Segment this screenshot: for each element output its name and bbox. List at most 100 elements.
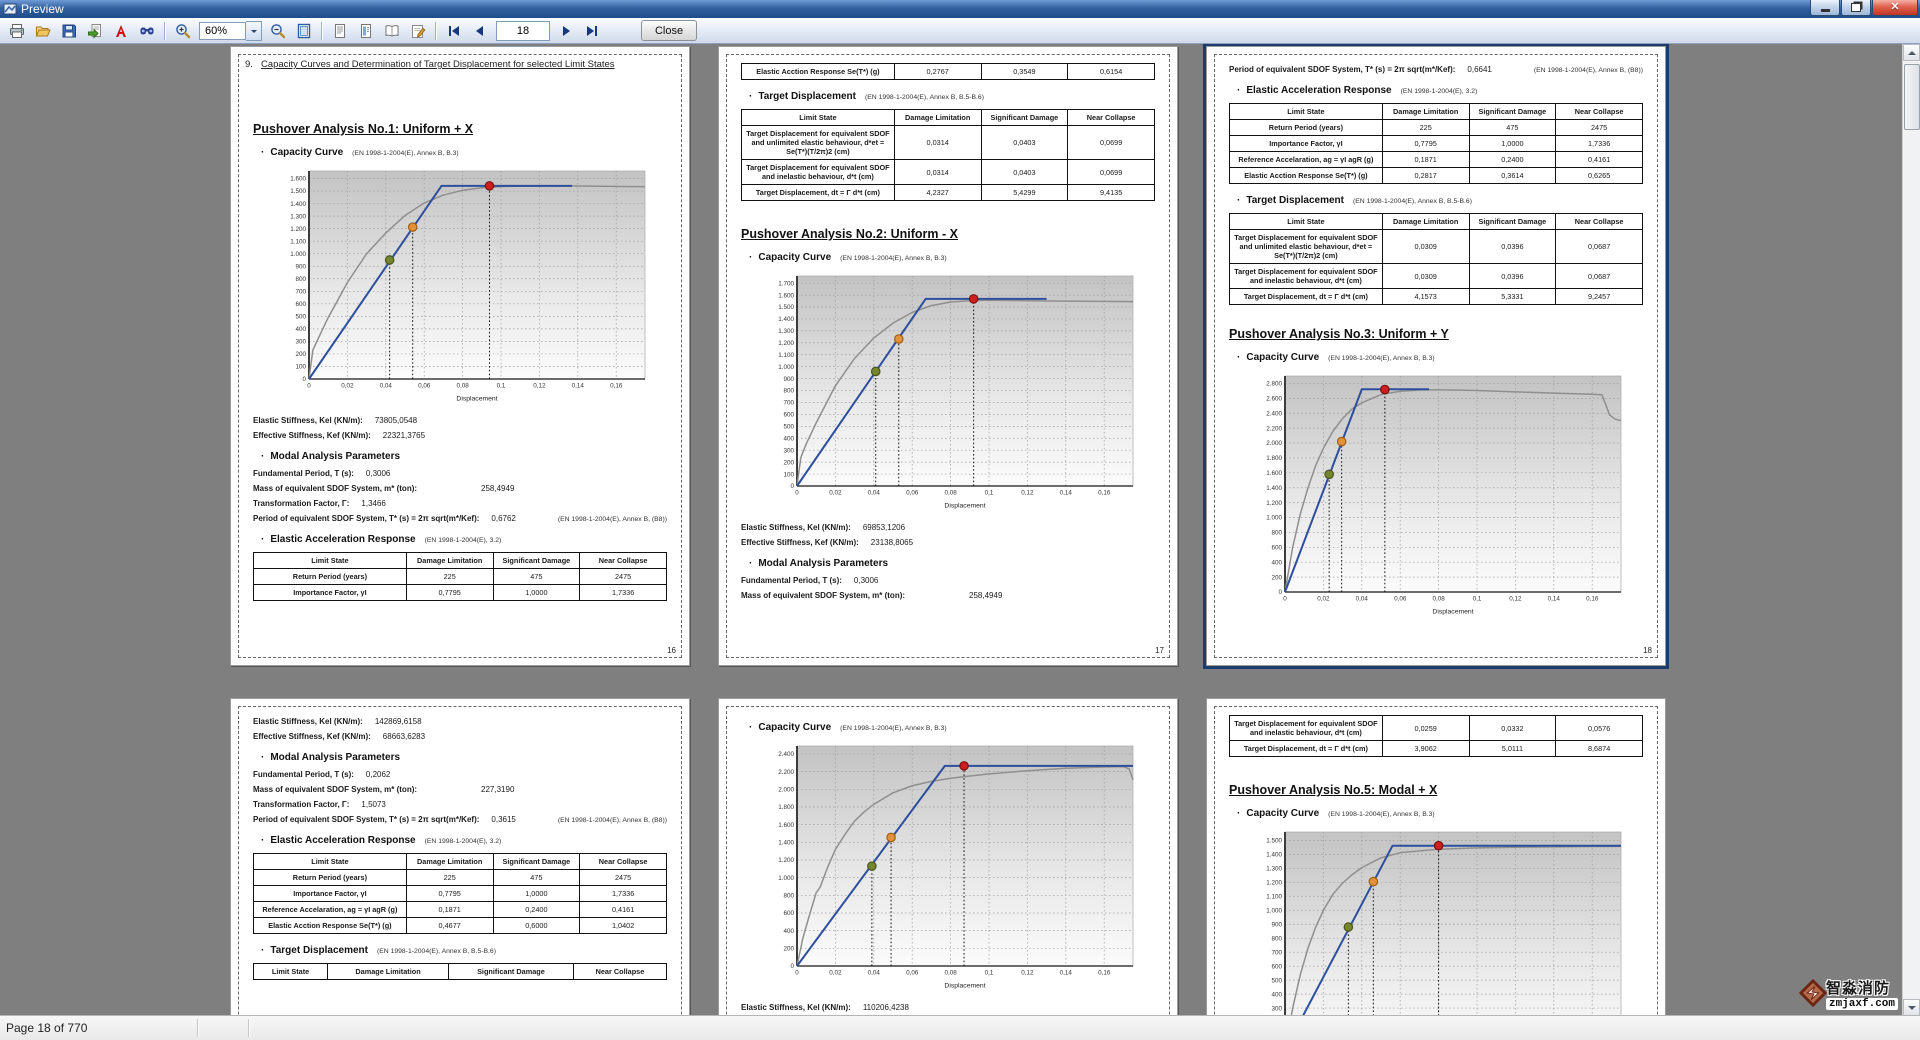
toc-number: 9.: [245, 59, 253, 70]
page-content: Period of equivalent SDOF System, T* (s)…: [1229, 59, 1643, 629]
svg-text:1.400: 1.400: [290, 201, 306, 208]
table-cell: 0,6265: [1555, 167, 1643, 184]
last-page-button[interactable]: [579, 19, 605, 43]
next-page-button[interactable]: [553, 19, 579, 43]
limit-state-marker-orange: [1368, 876, 1379, 887]
table-cell: 0,1871: [1381, 151, 1470, 168]
code-reference: (EN 1998-1-2004(E), Annex B, B.3): [1328, 355, 1435, 362]
layout-single-icon: [335, 23, 345, 38]
parameter-value: 258,4949: [969, 591, 1003, 600]
first-page-button[interactable]: [441, 19, 467, 43]
table-cell: 2475: [579, 568, 667, 585]
bullet-icon: ·: [749, 558, 753, 569]
document-page-19[interactable]: Elastic Stiffness, Kel (KN/m): 142869,615…: [230, 698, 690, 1016]
svg-text:400: 400: [1271, 559, 1282, 566]
document-page-17[interactable]: Elastic Acction Response Se(T*) (g) 0,276…: [718, 46, 1178, 666]
window-title: Preview: [21, 2, 64, 16]
document-page-16[interactable]: 9. Capacity Curves and Determination of T…: [230, 46, 690, 666]
previous-page-button[interactable]: [467, 19, 493, 43]
fit-page-button[interactable]: [291, 19, 317, 43]
parameter-value: 23138,8065: [870, 538, 914, 547]
toc-heading: 9. Capacity Curves and Determination of T…: [245, 59, 667, 70]
save-button[interactable]: [56, 19, 82, 43]
parameter-label: Mass of equivalent SDOF System, m* (ton)…: [253, 484, 418, 493]
title-bar: Preview ✕: [0, 0, 1920, 18]
zoom-out-button[interactable]: [265, 19, 291, 43]
sub-heading-text: Capacity Curve: [270, 147, 344, 158]
markup-edit-button[interactable]: [405, 19, 431, 43]
open-button[interactable]: [30, 19, 56, 43]
parameter-value: 22321,3765: [382, 431, 426, 440]
limit-state-marker-orange: [893, 334, 904, 344]
parameter-value: 0,6762: [491, 514, 516, 523]
page-number-input[interactable]: [496, 20, 550, 41]
table-header-cell: Significant Damage: [492, 552, 581, 569]
svg-text:0,1: 0,1: [1473, 596, 1482, 603]
capacity-curve-chart: 0 200 400 600 800 1.000 1.200 1.400 1.600 1.800 2.…: [1253, 370, 1643, 621]
restore-button[interactable]: [1841, 0, 1871, 16]
code-reference: (EN 1998-1-2004(E), Annex B, (B8)): [1533, 67, 1643, 74]
svg-text:0,04: 0,04: [868, 490, 881, 497]
layout-book-button[interactable]: [379, 19, 405, 43]
close-preview-button[interactable]: Close: [641, 20, 697, 41]
document-page-21[interactable]: Target Displacement for equivalent SDOF …: [1206, 698, 1666, 1016]
sub-heading-text: Elastic Acceleration Response: [1246, 85, 1392, 96]
watermark-site: zmjaxf.com: [1825, 997, 1898, 1010]
data-table: Limit State Damage Limitation Significant …: [253, 552, 667, 601]
export-button[interactable]: [82, 19, 108, 43]
table-cell: 0,0699: [1067, 125, 1155, 160]
table-row: Return Period (years) 225 475 2475: [253, 869, 667, 886]
code-reference: (EN 1998-1-2004(E), 3.2): [424, 838, 502, 845]
svg-text:Displacement: Displacement: [944, 983, 985, 990]
document-page-18[interactable]: Period of equivalent SDOF System, T* (s)…: [1203, 44, 1669, 669]
svg-text:600: 600: [1271, 545, 1282, 552]
parameter-value: 0,2062: [365, 770, 391, 779]
close-window-button[interactable]: ✕: [1872, 0, 1918, 16]
svg-text:600: 600: [295, 301, 306, 308]
parameter-value: 0,3615: [491, 815, 516, 824]
parameter-value: 69853,1206: [862, 523, 906, 532]
print-button[interactable]: [4, 19, 30, 43]
pdf-export-button[interactable]: [108, 19, 134, 43]
table-cell: 5,0111: [1468, 740, 1557, 757]
table-header-cell: Damage Limitation: [327, 963, 449, 980]
zoom-in-button[interactable]: [170, 19, 196, 43]
scroll-down-button[interactable]: [1903, 999, 1920, 1016]
page-content: Elastic Stiffness, Kel (KN/m): 142869,615…: [252, 711, 668, 990]
limit-state-marker-orange: [407, 222, 418, 232]
watermark-logo-icon: [1798, 978, 1828, 1008]
parameter-line: Transformation Factor, Γ: 1,3466: [253, 499, 667, 508]
layout-facing-button[interactable]: [353, 19, 379, 43]
svg-text:1.400: 1.400: [1266, 852, 1282, 859]
document-page-20[interactable]: · Capacity Curve (EN 1998-1-2004(E), Annex…: [718, 698, 1178, 1016]
find-button[interactable]: [134, 19, 160, 43]
vertical-scrollbar[interactable]: [1902, 44, 1920, 1016]
page-number: 18: [1643, 646, 1652, 655]
svg-text:500: 500: [783, 424, 794, 431]
bullet-icon: ·: [749, 252, 753, 263]
zoom-level-value[interactable]: 60%: [199, 21, 246, 40]
zoom-dropdown-arrow[interactable]: [246, 20, 262, 41]
zoom-level-combo[interactable]: 60%: [199, 20, 262, 41]
svg-text:0,16: 0,16: [1098, 970, 1111, 977]
bullet-icon: ·: [261, 534, 265, 545]
table-row: Target Displacement for equivalent SDOF …: [1229, 715, 1643, 741]
layout-single-button[interactable]: [327, 19, 353, 43]
layout-book-icon: [385, 24, 399, 37]
svg-text:0,08: 0,08: [1432, 596, 1445, 603]
page-content: 9. Capacity Curves and Determination of T…: [245, 59, 667, 611]
scroll-up-button[interactable]: [1903, 44, 1920, 61]
sub-heading-text: Modal Analysis Parameters: [758, 558, 889, 569]
scrollbar-thumb[interactable]: [1904, 64, 1920, 130]
table-header-cell: Limit State: [252, 963, 329, 980]
sub-heading: · Elastic Acceleration Response (EN 1998-1…: [261, 534, 667, 545]
data-table: Limit State Damage Limitation Significant …: [1229, 213, 1643, 305]
svg-text:0,02: 0,02: [1317, 596, 1330, 603]
svg-text:200: 200: [783, 946, 794, 953]
row-label: Target Displacement, dt = Γ d*t (cm): [1229, 288, 1383, 305]
table-cell: 225: [405, 568, 494, 585]
minimize-button[interactable]: [1810, 0, 1840, 16]
chart-canvas: 01002003004005006007008009001.0001.1001.…: [1266, 831, 1622, 1016]
parameter-label: Effective Stiffness, Kef (KN/m):: [253, 732, 371, 741]
